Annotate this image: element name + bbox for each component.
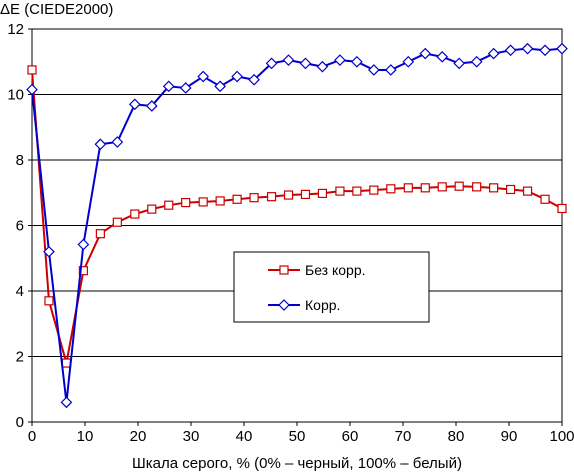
series-2-point [282, 54, 295, 66]
y-tick-label: 0 [16, 414, 24, 431]
series-2-point [43, 245, 55, 258]
series-2-point [470, 55, 483, 68]
series-1-point [112, 217, 122, 227]
x-tick-label: 60 [342, 428, 359, 445]
series-1-point [198, 197, 208, 207]
series-2-point [436, 50, 449, 63]
series-2-point [504, 44, 517, 57]
legend-swatch-marker [279, 265, 289, 275]
series-layer [26, 42, 568, 409]
series-1-point [505, 184, 516, 195]
series-1-point [317, 188, 328, 199]
series-1-point [95, 229, 105, 239]
series-2-point [111, 136, 124, 148]
series-1-point [249, 193, 259, 203]
series-1-point [540, 194, 550, 204]
series-1 [27, 65, 567, 368]
series-2-point [77, 238, 90, 251]
legend-item-1: Без корр. [268, 262, 366, 278]
y-tick-label: 6 [16, 218, 24, 235]
series-1-point [489, 183, 499, 193]
y-axis-title: ΔE (CIEDE2000) [0, 1, 113, 18]
series-2-point [368, 64, 380, 76]
series-2-point [162, 80, 175, 93]
series-2-point [487, 47, 500, 60]
series-2-point [265, 57, 278, 70]
series-1-point [300, 189, 311, 199]
series-2-point [60, 396, 73, 409]
series-1-point [386, 184, 396, 194]
x-tick-label: 90 [501, 428, 518, 445]
x-tick-label: 70 [395, 428, 412, 445]
series-1-point [472, 182, 482, 192]
series-2-point [419, 47, 432, 60]
series-2-point [556, 42, 568, 55]
series-2-point [539, 44, 551, 57]
x-tick-label: 30 [183, 428, 200, 445]
legend: Без корр. Корр. [233, 251, 430, 323]
series-1-point [420, 183, 430, 193]
legend-label: Без корр. [305, 262, 366, 278]
series-2-point [231, 70, 243, 83]
series-2-point [402, 55, 415, 68]
series-1-point [557, 203, 567, 214]
series-1-point [522, 186, 533, 196]
series-1-point [369, 185, 379, 195]
x-tick-label: 50 [289, 428, 306, 445]
series-1-point [352, 186, 362, 196]
y-tick-label: 4 [16, 283, 24, 300]
series-1-point [335, 186, 345, 196]
series-2-point [214, 80, 226, 93]
series-1-point [232, 194, 242, 204]
series-1-point [78, 266, 89, 276]
series-1-point [403, 183, 413, 193]
series-1-point [44, 296, 54, 306]
x-tick-label: 20 [130, 428, 147, 445]
series-2-point [179, 82, 192, 94]
y-axis-ticks: 0 2 4 6 8 10 12 [7, 21, 32, 431]
x-tick-label: 40 [236, 428, 253, 445]
series-1-point [283, 190, 294, 200]
series-2-point [351, 55, 363, 68]
series-1-point [61, 358, 72, 368]
series-1-point [147, 204, 157, 214]
series-2-point [299, 57, 312, 70]
legend-swatch-marker [278, 299, 290, 311]
series-2-point [248, 73, 260, 86]
series-2-point [453, 57, 466, 70]
x-tick-label: 100 [549, 428, 574, 445]
y-tick-label: 2 [16, 349, 24, 366]
series-1-point [181, 197, 191, 208]
series-1-point [454, 181, 464, 191]
x-axis-title: Шкала серого, % (0% – черный, 100% – бел… [132, 455, 462, 472]
y-tick-label: 12 [7, 21, 24, 38]
x-axis-ticks: 0 10 20 30 40 50 60 70 80 90 100 [28, 422, 574, 445]
series-1-point [437, 182, 447, 192]
x-tick-label: 0 [28, 428, 36, 445]
series-1-point [215, 196, 225, 206]
series-2-point [128, 98, 141, 111]
legend-label: Корр. [305, 297, 340, 313]
series-2 [26, 42, 568, 409]
series-2-point [316, 60, 329, 73]
series-2-point [94, 138, 107, 151]
y-tick-label: 10 [7, 87, 24, 104]
y-tick-label: 8 [16, 152, 24, 169]
series-2-point [384, 64, 397, 76]
series-2-point [197, 70, 210, 83]
series-1-point [266, 192, 277, 202]
series-2-point [26, 83, 38, 96]
series-2-point [145, 100, 158, 112]
legend-item-2: Корр. [268, 297, 340, 313]
legend-box [233, 251, 430, 323]
series-1-point [164, 200, 174, 210]
x-tick-label: 80 [448, 428, 465, 445]
x-tick-label: 10 [77, 428, 94, 445]
series-1-point [27, 65, 37, 75]
series-1-point [130, 209, 140, 219]
series-2-point [521, 42, 534, 55]
series-2-point [334, 54, 346, 66]
